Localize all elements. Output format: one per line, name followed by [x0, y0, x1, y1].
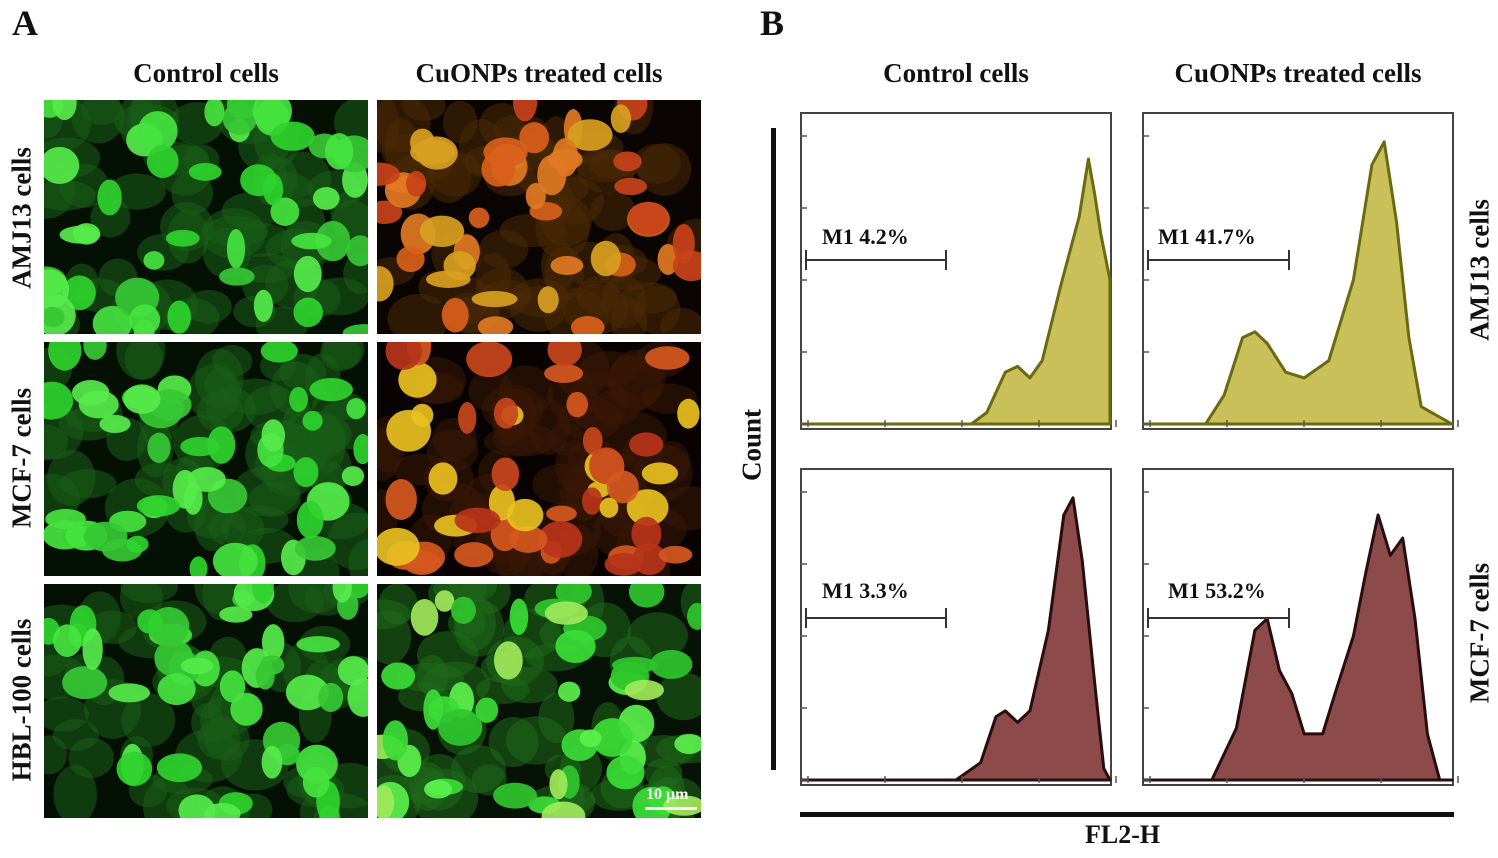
micrograph-amj13-treated [377, 100, 701, 334]
panel-b-row-label-amj13: AMJ13 cells [1464, 199, 1495, 341]
micrograph-hbl100-treated [377, 584, 701, 818]
panel-a-column-header-treated: CuONPs treated cells [415, 58, 663, 88]
panel-a-letter: A [12, 3, 38, 43]
histogram-mcf7-control [800, 468, 1117, 786]
x-axis-line [800, 812, 1454, 817]
y-axis-title: Count [736, 408, 767, 482]
panel-a-row-label-mcf7: MCF-7 cells [6, 387, 37, 529]
histogram-curve [800, 157, 1112, 426]
micrograph-amj13-control [44, 100, 368, 334]
histogram-mcf7-treated [1142, 468, 1459, 786]
scale-bar [645, 807, 697, 810]
panel-a-column-header-control: Control cells [133, 58, 279, 88]
histogram-curve [1142, 513, 1454, 782]
scale-bar-label: 10 μm [646, 786, 689, 803]
gate-label-amj13-control: M1 4.2% [822, 224, 909, 249]
x-axis-title: FL2-H [1085, 820, 1161, 849]
panel-a-row-label-amj13: AMJ13 cells [6, 147, 37, 289]
panel-b-column-header-treated: CuONPs treated cells [1174, 58, 1422, 88]
gate-label-mcf7-treated: M1 53.2% [1168, 578, 1266, 603]
panel-b-letter: B [760, 3, 785, 43]
micrograph-mcf7-control [44, 342, 368, 576]
histogram-amj13-control [800, 112, 1117, 430]
histogram-amj13-treated [1142, 112, 1459, 430]
histogram-curve [1142, 140, 1454, 426]
micrograph-hbl100-control [44, 584, 368, 818]
micrograph-mcf7-treated [377, 342, 701, 576]
panel-b-column-header-control: Control cells [883, 58, 1029, 88]
histogram-curve [800, 496, 1112, 782]
y-axis-line [771, 128, 776, 770]
panel-a-row-label-hbl100: HBL-100 cells [6, 618, 37, 782]
gate-label-mcf7-control: M1 3.3% [822, 578, 909, 603]
gate-label-amj13-treated: M1 41.7% [1158, 224, 1256, 249]
panel-b-row-label-mcf7: MCF-7 cells [1464, 562, 1495, 704]
